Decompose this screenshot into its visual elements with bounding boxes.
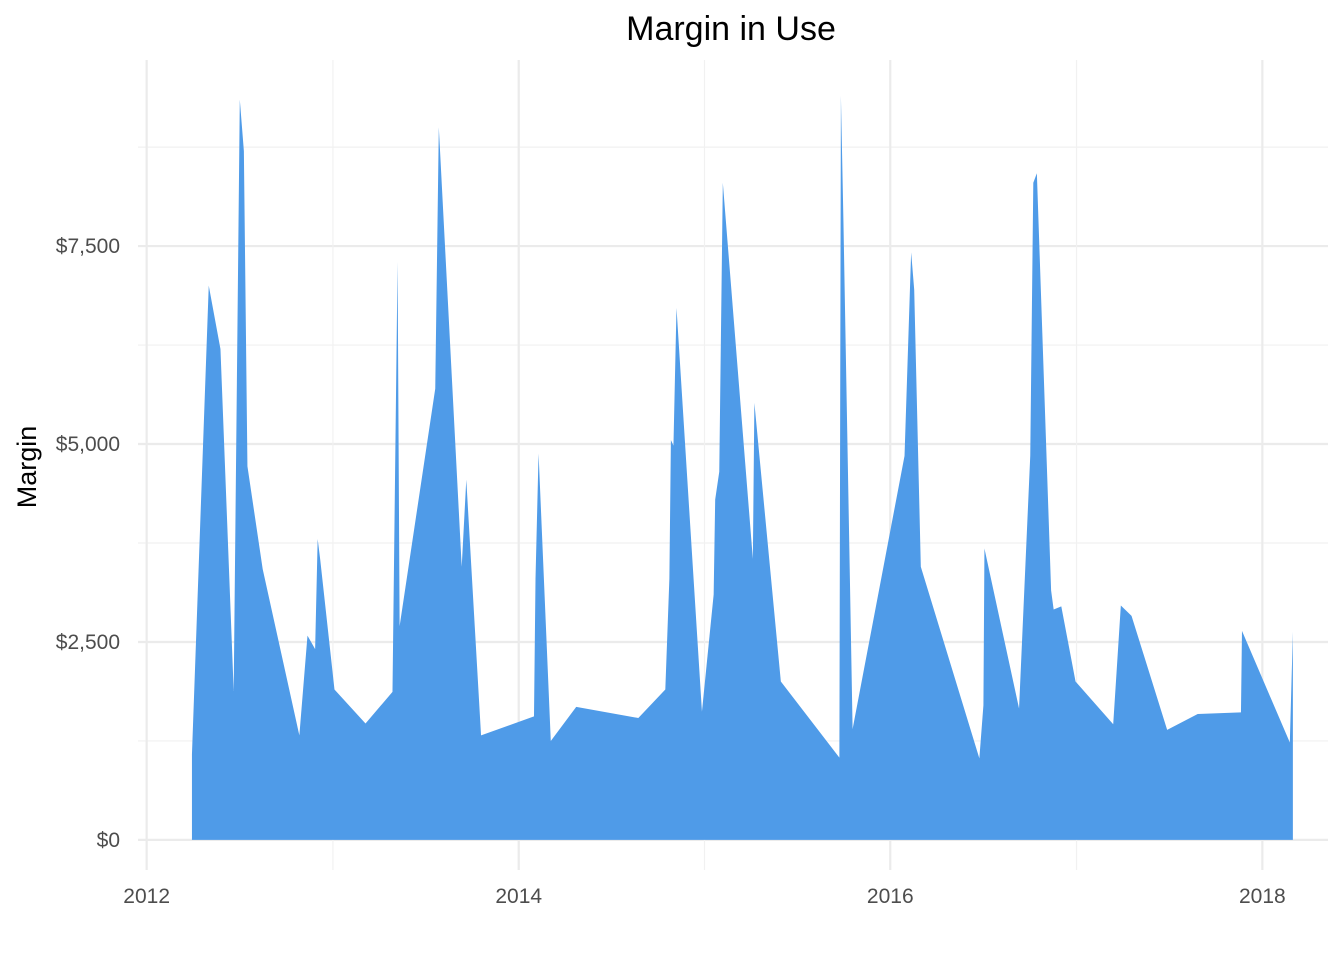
- x-tick-label: 2016: [867, 885, 914, 908]
- series-area: [191, 95, 1293, 840]
- y-tick-label: $7,500: [56, 235, 120, 258]
- y-tick-label: $5,000: [56, 433, 120, 456]
- x-axis-tick-labels: 2012 2014 2016 2018: [123, 885, 1285, 908]
- y-axis-tick-labels: $0 $2,500 $5,000 $7,500: [56, 235, 120, 852]
- x-tick-label: 2018: [1239, 885, 1286, 908]
- margin-area: [191, 95, 1293, 840]
- x-tick-label: 2014: [495, 885, 542, 908]
- x-tick-label: 2012: [123, 885, 170, 908]
- y-axis-label: Margin: [12, 426, 42, 509]
- chart-title: Margin in Use: [626, 10, 836, 48]
- y-tick-label: $0: [97, 829, 120, 852]
- y-tick-label: $2,500: [56, 631, 120, 654]
